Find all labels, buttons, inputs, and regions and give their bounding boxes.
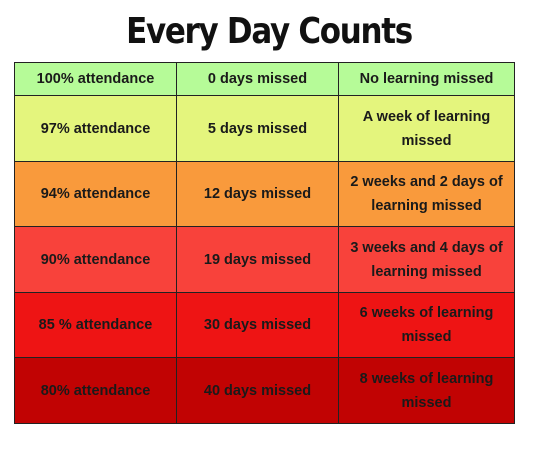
learning-missed-cell: 6 weeks of learning missed: [338, 291, 515, 359]
learning-missed-cell: 8 weeks of learning missed: [338, 357, 515, 424]
table-row: 97% attendance 5 days missed A week of l…: [14, 95, 515, 162]
table-row: 85 % attendance 30 days missed 6 weeks o…: [14, 291, 515, 359]
table-row: 80% attendance 40 days missed 8 weeks of…: [14, 357, 515, 424]
table-row: 100% attendance 0 days missed No learnin…: [14, 61, 515, 97]
attendance-cell: 80% attendance: [14, 357, 177, 424]
learning-missed-cell: 2 weeks and 2 days of learning missed: [338, 160, 515, 228]
days-missed-cell: 19 days missed: [176, 226, 339, 293]
learning-missed-cell: 3 weeks and 4 days of learning missed: [338, 226, 515, 293]
page-title: Every Day Counts: [126, 11, 413, 52]
days-missed-cell: 30 days missed: [176, 291, 339, 359]
attendance-cell: 97% attendance: [14, 95, 177, 162]
attendance-cell: 100% attendance: [14, 61, 177, 97]
days-missed-cell: 0 days missed: [176, 61, 339, 97]
attendance-table: 100% attendance 0 days missed No learnin…: [14, 61, 515, 424]
days-missed-cell: 12 days missed: [176, 160, 339, 228]
attendance-cell: 90% attendance: [14, 226, 177, 293]
attendance-cell: 85 % attendance: [14, 291, 177, 359]
learning-missed-cell: No learning missed: [338, 61, 515, 97]
table-row: 94% attendance 12 days missed 2 weeks an…: [14, 160, 515, 228]
learning-missed-cell: A week of learning missed: [338, 95, 515, 162]
table-row: 90% attendance 19 days missed 3 weeks an…: [14, 226, 515, 293]
attendance-cell: 94% attendance: [14, 160, 177, 228]
days-missed-cell: 40 days missed: [176, 357, 339, 424]
days-missed-cell: 5 days missed: [176, 95, 339, 162]
